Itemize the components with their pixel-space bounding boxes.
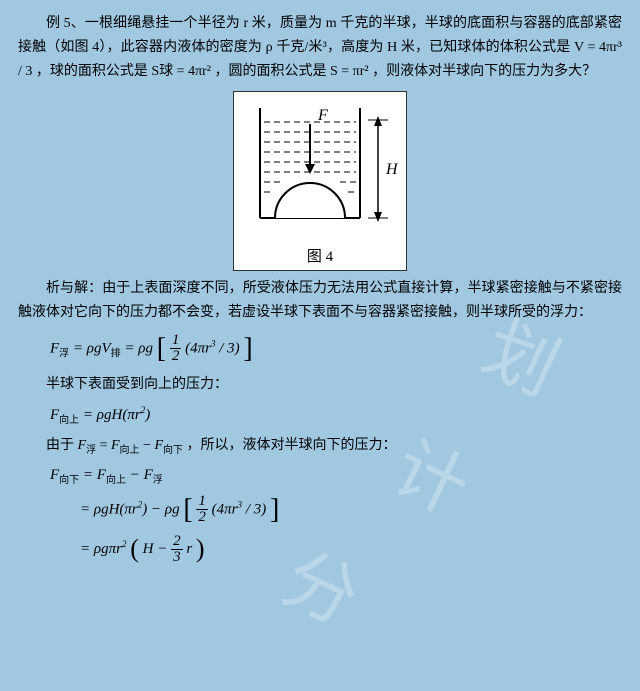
- formula-downforce-2: = ρgH(πr2) − ρg [ 1 2 (4πr3 / 3) ]: [80, 494, 622, 526]
- formula-downforce-1: F向下 = F向上 − F浮: [50, 467, 622, 486]
- formula-downforce-3: = ρgπr2 ( H − 2 3 r ): [80, 534, 622, 565]
- figure-4: F H 图 4: [233, 91, 407, 271]
- height-label: H: [385, 161, 399, 178]
- line-upforce: 半球下表面受到向上的压力：: [18, 373, 622, 397]
- diagram-svg: F H: [240, 98, 400, 238]
- analysis-text: 析与解：由于上表面深度不同，所受液体压力无法用公式直接计算，半球紧密接触与不紧密…: [18, 277, 622, 325]
- line-relation: 由于 F浮 = F向上 − F向下 ，所以，液体对半球向下的压力：: [18, 434, 622, 459]
- problem-statement: 例 5、一根细绳悬挂一个半径为 r 米，质量为 m 千克的半球，半球的底面积与容…: [18, 12, 622, 83]
- formula-upforce: F向上 = ρgH(πr2): [50, 405, 622, 426]
- figure-container: F H 图 4: [18, 91, 622, 271]
- formula-buoyancy: F浮 = ρgV排 = ρg [ 1 2 (4πr3 / 3) ]: [50, 333, 622, 365]
- force-label: F: [317, 107, 328, 124]
- figure-caption: 图 4: [240, 243, 400, 268]
